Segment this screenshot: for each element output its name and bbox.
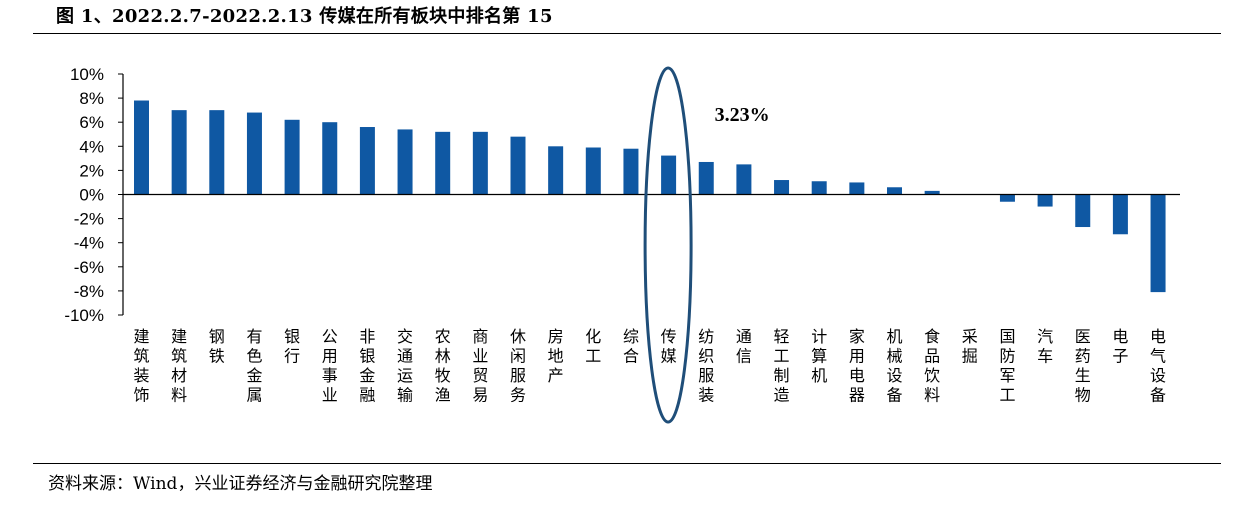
highlight-value-label: 3.23% <box>715 104 770 126</box>
bar-医药生物 <box>1075 194 1091 228</box>
bar-家用电器 <box>849 182 865 195</box>
category-label-国防军工: 国防军工 <box>999 327 1015 405</box>
bar-商业贸易 <box>472 131 488 195</box>
bar-化工 <box>585 147 601 195</box>
category-label-商业贸易: 商业贸易 <box>472 327 488 405</box>
bar-建筑装饰 <box>134 100 149 195</box>
bar-食品饮料 <box>924 190 940 195</box>
category-label-非银金融: 非银金融 <box>359 327 375 405</box>
bar-休闲服务 <box>510 136 526 195</box>
category-label-汽车: 汽车 <box>1037 327 1053 366</box>
bar-交通运输 <box>397 129 413 195</box>
bar-农林牧渔 <box>435 131 451 195</box>
category-label-电子: 电子 <box>1112 327 1128 366</box>
bar-计算机 <box>811 181 827 195</box>
bar-房地产 <box>548 146 564 195</box>
bars-group <box>134 100 1166 293</box>
category-label-轻工制造: 轻工制造 <box>774 327 790 405</box>
y-tick-label: 4% <box>79 137 104 156</box>
y-tick-label: -8% <box>74 282 104 301</box>
bar-综合 <box>623 148 639 195</box>
bar-非银金融 <box>359 127 375 195</box>
y-tick-label: 10% <box>70 65 104 84</box>
y-tick-label: -6% <box>74 258 104 277</box>
y-tick-label: -10% <box>64 306 104 325</box>
bar-汽车 <box>1037 194 1053 207</box>
category-label-建筑装饰: 建筑装饰 <box>133 327 149 405</box>
category-label-医药生物: 医药生物 <box>1075 327 1091 405</box>
bar-国防军工 <box>999 194 1015 202</box>
category-label-休闲服务: 休闲服务 <box>510 327 526 405</box>
bar-钢铁 <box>209 110 225 195</box>
axes-group: 10% 8% 6% 4% 2% 0% -2% -4% -6% -8% -10% <box>64 65 1180 325</box>
y-tick-label: 0% <box>79 186 104 205</box>
top-rule <box>33 33 1221 34</box>
bar-chart: 10% 8% 6% 4% 2% 0% -2% -4% -6% -8% -10% 建筑装饰 建筑材料 钢铁… <box>64 65 1180 424</box>
bar-电子 <box>1112 194 1128 235</box>
category-label-钢铁: 钢铁 <box>209 327 225 366</box>
y-tick-label: 6% <box>79 113 104 132</box>
bar-传媒 <box>661 155 677 195</box>
bar-电气设备 <box>1150 194 1166 293</box>
bar-公用事业 <box>322 122 338 195</box>
category-label-银行: 银行 <box>284 327 300 366</box>
category-label-计算机: 计算机 <box>811 327 827 385</box>
highlight-ellipse <box>643 66 693 424</box>
bar-纺织服装 <box>698 161 714 195</box>
category-label-家用电器: 家用电器 <box>849 327 865 405</box>
category-label-公用事业: 公用事业 <box>322 327 338 405</box>
category-label-化工: 化工 <box>585 327 601 366</box>
category-label-食品饮料: 食品饮料 <box>924 327 940 405</box>
category-label-综合: 综合 <box>623 327 639 366</box>
bar-有色金属 <box>246 112 262 195</box>
category-label-交通运输: 交通运输 <box>397 327 413 405</box>
y-tick-label: 8% <box>79 89 104 108</box>
category-label-机械设备: 机械设备 <box>886 327 902 405</box>
category-label-有色金属: 有色金属 <box>246 327 262 405</box>
bar-银行 <box>284 119 300 195</box>
labels-group: 建筑装饰 建筑材料 钢铁 有色金属 银行 公用事业 非银金融 交通运输 农林牧渔 商业贸易 休闲服务… <box>133 327 1166 405</box>
category-label-传媒: 传媒 <box>661 327 677 366</box>
y-tick-label: -4% <box>74 234 104 253</box>
category-label-纺织服装: 纺织服装 <box>698 327 714 405</box>
bar-轻工制造 <box>774 180 790 195</box>
category-label-房地产: 房地产 <box>548 327 564 385</box>
category-label-电气设备: 电气设备 <box>1150 327 1166 405</box>
bar-建筑材料 <box>171 110 187 195</box>
bar-机械设备 <box>887 187 902 195</box>
category-label-建筑材料: 建筑材料 <box>171 327 187 405</box>
source-note: 资料来源：Wind，兴业证券经济与金融研究院整理 <box>48 474 433 494</box>
category-label-采掘: 采掘 <box>962 327 978 366</box>
category-label-通信: 通信 <box>736 327 752 366</box>
y-tick-label: 2% <box>79 161 104 180</box>
bar-通信 <box>736 164 752 195</box>
chart-title: 图 1、2022.2.7-2022.2.13 传媒在所有板块中排名第 15 <box>56 6 553 27</box>
category-label-农林牧渔: 农林牧渔 <box>435 327 451 405</box>
bottom-rule <box>33 463 1221 464</box>
y-tick-label: -2% <box>74 210 104 229</box>
